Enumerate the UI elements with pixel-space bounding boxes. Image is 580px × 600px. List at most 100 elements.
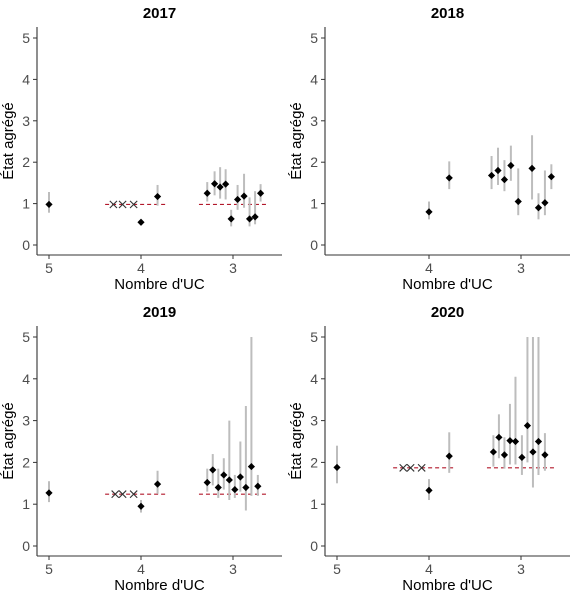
data-point bbox=[225, 476, 233, 484]
y-tick-label: 4 bbox=[22, 371, 30, 387]
data-point bbox=[245, 215, 254, 223]
x-tick-label: 5 bbox=[45, 561, 53, 577]
data-point bbox=[541, 451, 549, 459]
y-tick-label: 0 bbox=[22, 538, 30, 554]
data-point bbox=[251, 213, 259, 221]
chart-panel-2018: 2018 0 1 2 3 4 5 4 3 Nombre d'UC État agrégé bbox=[288, 5, 570, 293]
cross-marker bbox=[109, 200, 118, 209]
y-axis-label: État agrégé bbox=[0, 102, 17, 180]
data-point bbox=[500, 175, 509, 184]
data-point bbox=[153, 192, 162, 201]
data-point bbox=[534, 204, 543, 212]
data-point bbox=[211, 180, 219, 188]
data-point bbox=[333, 463, 341, 472]
y-axis-label: État agrégé bbox=[0, 402, 17, 480]
cross-marker bbox=[118, 490, 127, 499]
data-point bbox=[489, 448, 497, 456]
x-tick-label: 3 bbox=[517, 260, 525, 276]
cross-marker bbox=[129, 490, 138, 499]
data-point bbox=[234, 195, 242, 204]
data-point bbox=[257, 189, 265, 197]
y-tick-label: 1 bbox=[310, 496, 318, 512]
panel-title: 2019 bbox=[143, 304, 176, 321]
data-point bbox=[236, 473, 244, 481]
data-point bbox=[209, 466, 217, 474]
y-tick-label: 3 bbox=[22, 413, 30, 429]
y-tick-label: 4 bbox=[310, 71, 318, 87]
chart-panel-2017: 2017 0 1 2 3 4 5 5 4 3 Nombre d'UC État agrégé bbox=[0, 5, 282, 293]
y-axis-label: État agrégé bbox=[288, 402, 305, 480]
data-point bbox=[541, 199, 549, 207]
data-point bbox=[534, 437, 543, 446]
data-point bbox=[518, 453, 526, 461]
y-tick-label: 0 bbox=[310, 237, 318, 253]
y-tick-label: 2 bbox=[310, 154, 318, 170]
data-point bbox=[247, 462, 255, 471]
x-tick-label: 4 bbox=[425, 561, 433, 577]
cross-marker bbox=[406, 463, 415, 472]
cross-marker bbox=[417, 463, 426, 472]
y-tick-label: 4 bbox=[310, 371, 318, 387]
y-tick-label: 5 bbox=[22, 329, 30, 345]
data-point bbox=[220, 471, 228, 479]
cross-marker bbox=[129, 200, 138, 209]
panel-title: 2018 bbox=[431, 5, 464, 22]
y-tick-label: 5 bbox=[22, 30, 30, 46]
y-tick-label: 4 bbox=[22, 71, 30, 87]
y-tick-label: 3 bbox=[310, 413, 318, 429]
chart-panel-2020: 2020 0 1 2 3 4 5 5 4 3 Nombre d'UC État agrégé bbox=[288, 304, 570, 594]
y-tick-label: 2 bbox=[22, 454, 30, 470]
y-tick-label: 5 bbox=[310, 30, 318, 46]
data-point bbox=[254, 482, 262, 490]
data-point bbox=[425, 208, 433, 216]
data-point bbox=[222, 180, 230, 188]
y-tick-label: 1 bbox=[310, 196, 318, 212]
x-tick-label: 4 bbox=[137, 260, 145, 276]
data-point bbox=[445, 174, 453, 182]
x-axis-label: Nombre d'UC bbox=[114, 577, 205, 594]
data-point bbox=[529, 448, 537, 456]
data-point bbox=[487, 171, 496, 180]
x-tick-label: 3 bbox=[229, 561, 237, 577]
x-tick-label: 4 bbox=[137, 561, 145, 577]
y-axis-label: État agrégé bbox=[288, 102, 305, 180]
data-point bbox=[240, 192, 248, 200]
x-tick-label: 5 bbox=[333, 561, 341, 577]
data-point bbox=[445, 452, 453, 460]
data-point bbox=[500, 451, 509, 459]
x-axis-label: Nombre d'UC bbox=[114, 276, 205, 293]
x-tick-label: 3 bbox=[517, 561, 525, 577]
x-tick-label: 3 bbox=[229, 260, 237, 276]
x-tick-label: 4 bbox=[425, 260, 433, 276]
data-point bbox=[45, 489, 53, 497]
data-point bbox=[137, 502, 145, 510]
x-tick-label: 5 bbox=[45, 260, 53, 276]
panel-title: 2020 bbox=[431, 304, 464, 321]
data-point bbox=[153, 480, 162, 488]
y-tick-label: 2 bbox=[310, 454, 318, 470]
panel-title: 2017 bbox=[143, 5, 176, 22]
y-tick-label: 0 bbox=[22, 237, 30, 253]
data-point bbox=[216, 183, 224, 191]
cross-marker bbox=[399, 463, 408, 472]
data-point bbox=[495, 433, 503, 441]
data-point bbox=[514, 197, 522, 206]
data-point bbox=[511, 437, 520, 446]
data-point bbox=[547, 173, 555, 181]
cross-marker bbox=[118, 200, 127, 209]
y-tick-label: 5 bbox=[310, 329, 318, 345]
y-tick-label: 1 bbox=[22, 496, 30, 512]
x-axis-label: Nombre d'UC bbox=[402, 577, 493, 594]
data-point bbox=[506, 437, 514, 445]
y-tick-label: 3 bbox=[22, 113, 30, 129]
cross-marker bbox=[111, 490, 120, 499]
data-point bbox=[494, 166, 502, 175]
data-point bbox=[507, 161, 515, 170]
data-point bbox=[45, 200, 53, 209]
data-point bbox=[242, 483, 250, 492]
y-tick-label: 0 bbox=[310, 538, 318, 554]
data-point bbox=[137, 218, 145, 226]
x-axis-label: Nombre d'UC bbox=[402, 276, 493, 293]
data-point bbox=[528, 164, 536, 173]
